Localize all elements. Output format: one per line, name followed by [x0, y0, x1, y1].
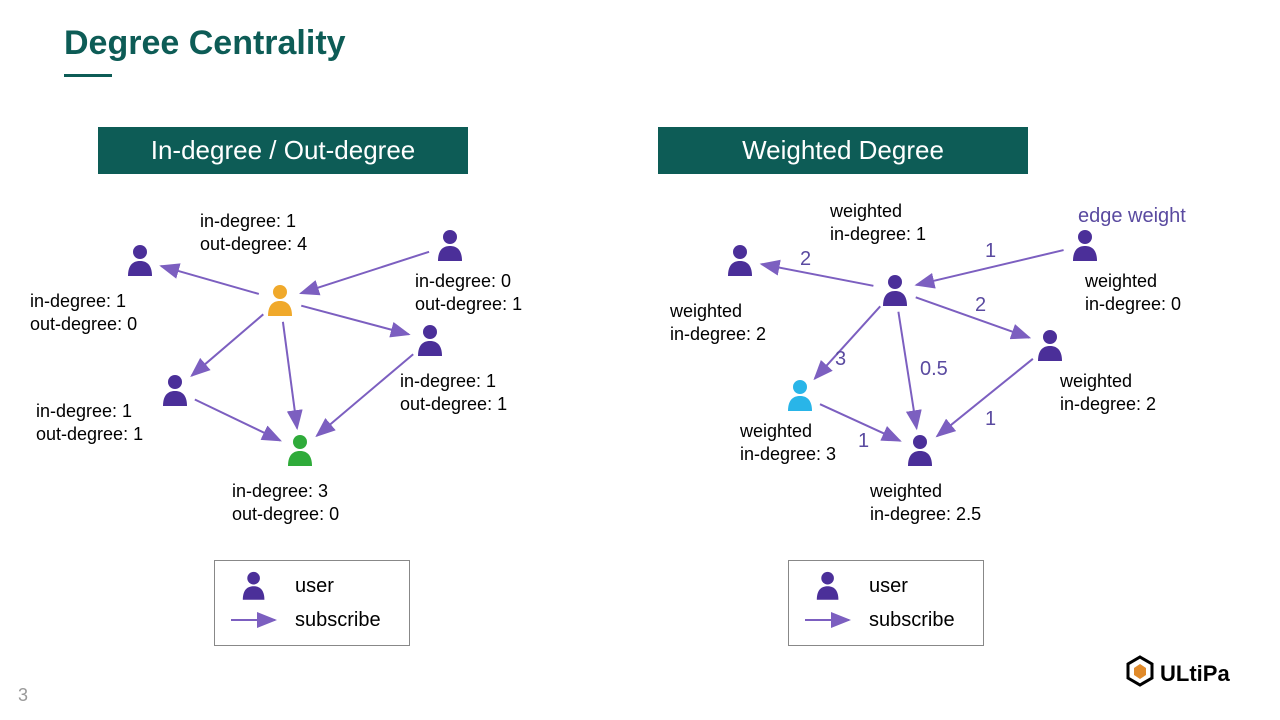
- user-icon: [227, 571, 281, 601]
- user-icon: [128, 245, 152, 276]
- legend-row: subscribe: [801, 603, 959, 637]
- edge: [192, 314, 264, 375]
- node-label: weightedin-degree: 3: [740, 420, 836, 465]
- user-icon: [288, 435, 312, 466]
- legend-right: user subscribe: [788, 560, 984, 646]
- legend-label: subscribe: [295, 609, 381, 632]
- edge: [195, 400, 280, 441]
- user-icon: [1038, 330, 1062, 361]
- arrow-icon: [801, 605, 855, 635]
- node-label: in-degree: 1out-degree: 4: [200, 210, 307, 255]
- logo: ULtiPa: [1120, 651, 1250, 700]
- edge-weight-label: 3: [835, 348, 846, 371]
- edge: [317, 354, 413, 436]
- legend-left: user subscribe: [214, 560, 410, 646]
- legend-row: user: [227, 569, 385, 603]
- page-number: 3: [18, 685, 28, 706]
- legend-row: subscribe: [227, 603, 385, 637]
- edge-weight-label: 2: [800, 248, 811, 271]
- node-label: in-degree: 0out-degree: 1: [415, 270, 522, 315]
- node-label: weightedin-degree: 2: [1060, 370, 1156, 415]
- user-icon: [801, 571, 855, 601]
- edge-weight-label: 1: [858, 430, 869, 453]
- legend-row: user: [801, 569, 959, 603]
- edge-weight-label: 0.5: [920, 358, 948, 381]
- legend-label: user: [869, 575, 908, 598]
- edge: [161, 266, 259, 294]
- user-icon: [728, 245, 752, 276]
- legend-label: subscribe: [869, 609, 955, 632]
- arrow-icon: [227, 605, 281, 635]
- node-label: in-degree: 1out-degree: 0: [30, 290, 137, 335]
- edge: [916, 297, 1030, 337]
- edge-weight-label: 1: [985, 240, 996, 263]
- edge: [762, 264, 874, 286]
- edge: [815, 306, 880, 378]
- node-label: weightedin-degree: 0: [1085, 270, 1181, 315]
- logo-text: ULtiPa: [1160, 661, 1230, 686]
- user-icon: [1073, 230, 1097, 261]
- user-icon: [418, 325, 442, 356]
- user-icon: [883, 275, 907, 306]
- edge: [301, 306, 408, 335]
- edge: [301, 252, 429, 293]
- user-icon: [268, 285, 292, 316]
- user-icon: [908, 435, 932, 466]
- node-label: in-degree: 3out-degree: 0: [232, 480, 339, 525]
- user-icon: [788, 380, 812, 411]
- edge: [898, 312, 916, 429]
- edge-weight-label: 2: [975, 294, 986, 317]
- node-label: weightedin-degree: 2.5: [870, 480, 981, 525]
- edge: [283, 322, 297, 428]
- node-label: in-degree: 1out-degree: 1: [36, 400, 143, 445]
- graph-canvas: [0, 0, 1280, 720]
- node-label: weightedin-degree: 1: [830, 200, 926, 245]
- node-label: in-degree: 1out-degree: 1: [400, 370, 507, 415]
- legend-label: user: [295, 575, 334, 598]
- node-label: weightedin-degree: 2: [670, 300, 766, 345]
- edge-weight-label: 1: [985, 408, 996, 431]
- user-icon: [438, 230, 462, 261]
- user-icon: [163, 375, 187, 406]
